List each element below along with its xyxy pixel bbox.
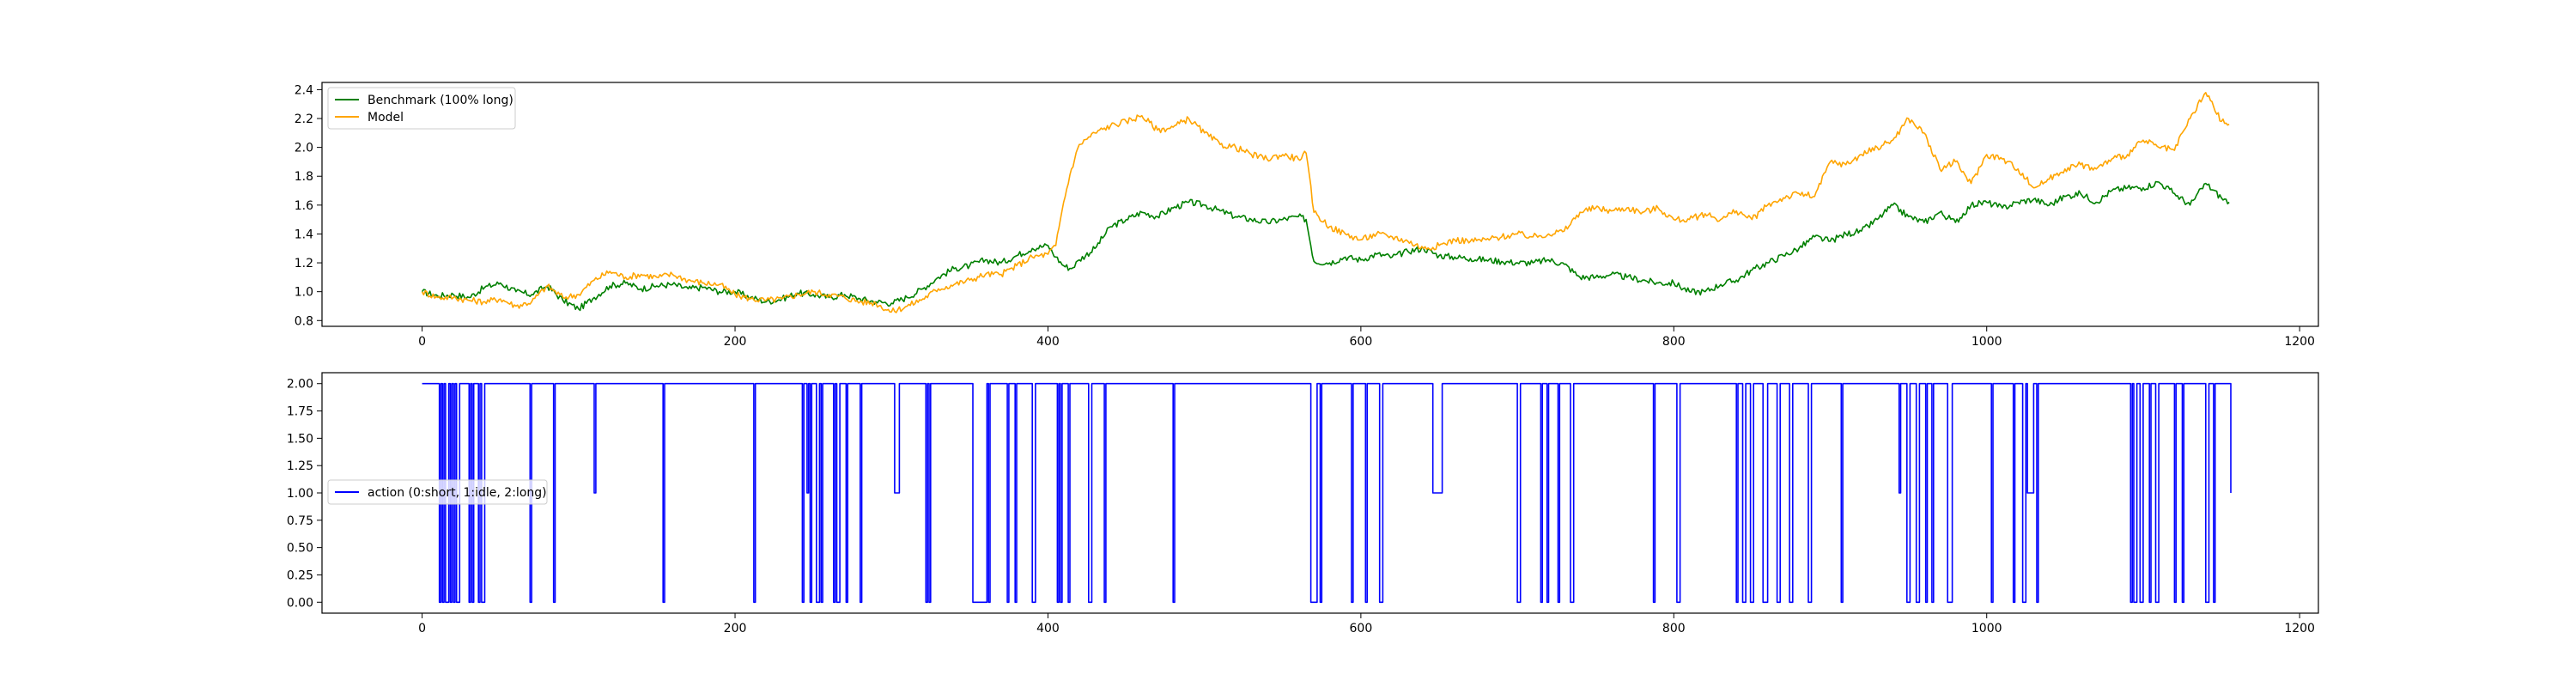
x-axis-ticks: 0 200 400 600 800 1000 1200 xyxy=(418,326,2315,349)
x-tick-label: 400 xyxy=(1036,335,1060,349)
x-tick-label: 1000 xyxy=(1971,335,2002,349)
y-tick-label: 1.8 xyxy=(295,170,313,184)
y-tick-label: 2.00 xyxy=(287,378,313,392)
series-lines xyxy=(421,92,2230,313)
y-tick-label: 1.4 xyxy=(295,228,313,241)
legend-label-benchmark: Benchmark (100% long) xyxy=(368,94,513,107)
x-tick-label: 600 xyxy=(1350,622,1373,635)
x-tick-label: 800 xyxy=(1662,622,1686,635)
x-tick-label: 600 xyxy=(1350,335,1373,349)
y-tick-label: 0.00 xyxy=(287,596,313,610)
y-tick-label: 2.2 xyxy=(295,112,313,126)
y-tick-label: 0.25 xyxy=(287,568,313,582)
y-tick-label: 2.4 xyxy=(295,83,313,97)
x-tick-label: 400 xyxy=(1036,622,1060,635)
x-tick-label: 200 xyxy=(724,622,747,635)
benchmark-vs-model-panel: 0 200 400 600 800 1000 1200 0.8 1.0 1.2 1.4 1.6 1.8… xyxy=(295,82,2319,349)
legend-label-model: Model xyxy=(368,111,404,125)
x-tick-label: 1000 xyxy=(1971,622,2002,635)
y-tick-label: 1.6 xyxy=(295,199,313,213)
legend-label-action: action (0:short, 1:idle, 2:long) xyxy=(368,486,547,500)
series-line-0 xyxy=(422,382,2232,604)
x-tick-label: 1200 xyxy=(2284,335,2315,349)
series-line-1 xyxy=(421,92,2230,313)
x-axis-ticks: 0 200 400 600 800 1000 1200 xyxy=(418,613,2315,635)
x-tick-label: 1200 xyxy=(2284,622,2315,635)
y-tick-label: 0.8 xyxy=(295,314,313,328)
x-tick-label: 800 xyxy=(1662,335,1686,349)
series-lines xyxy=(422,382,2232,604)
axes-frame xyxy=(321,82,2319,327)
y-tick-label: 0.50 xyxy=(287,542,313,556)
y-tick-label: 1.00 xyxy=(287,487,313,501)
y-tick-label: 1.2 xyxy=(295,257,313,271)
legend-box xyxy=(327,479,548,505)
y-axis-ticks: 0.8 1.0 1.2 1.4 1.6 1.8 2.0 2.2 2.4 xyxy=(295,83,322,328)
x-tick-label: 0 xyxy=(418,622,426,635)
y-axis-ticks: 0.00 0.25 0.50 0.75 1.00 1.25 1.50 1.75 2.00 xyxy=(287,378,322,610)
series-line-0 xyxy=(421,180,2230,312)
y-tick-label: 1.25 xyxy=(287,459,313,473)
action-panel: 0 200 400 600 800 1000 1200 0.00 0.25 0.50 0.75 1.… xyxy=(287,372,2319,635)
y-tick-label: 1.0 xyxy=(295,286,313,300)
x-tick-label: 0 xyxy=(418,335,426,349)
legend: action (0:short, 1:idle, 2:long) xyxy=(327,479,548,505)
y-tick-label: 2.0 xyxy=(295,142,313,155)
x-tick-label: 200 xyxy=(724,335,747,349)
y-tick-label: 1.75 xyxy=(287,405,313,419)
y-tick-label: 0.75 xyxy=(287,514,313,528)
y-tick-label: 1.50 xyxy=(287,432,313,446)
legend: Benchmark (100% long) Model xyxy=(327,87,516,130)
legend-box xyxy=(327,87,516,130)
